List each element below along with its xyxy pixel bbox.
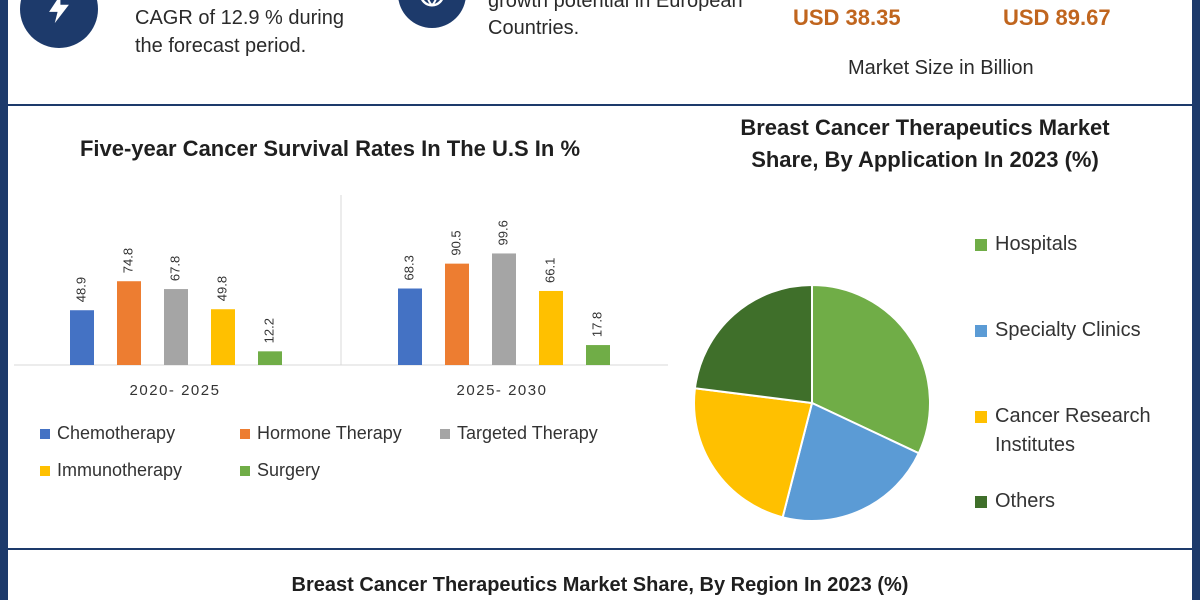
bar-surgery-1 <box>258 351 282 365</box>
legend-swatch-hormone-therapy <box>240 428 250 439</box>
legend-item-hormone-therapy: Hormone Therapy <box>240 423 402 444</box>
left-frame-border <box>0 0 8 600</box>
cagr-text: CAGR of 12.9 % during <box>135 7 344 29</box>
region-share-title: Breast Cancer Therapeutics Market Share,… <box>291 574 909 596</box>
legend-label-surgery: Surgery <box>257 460 321 480</box>
bar-targeted-therapy-2 <box>492 253 516 365</box>
bar-data-label: 67.8 <box>167 256 182 281</box>
pie-chart-title: Breast Cancer Therapeutics Market Share,… <box>740 115 1110 172</box>
bar-data-label: 66.1 <box>542 258 557 283</box>
pie-legend-specialty-clinics: Specialty Clinics <box>975 316 1141 345</box>
header-divider <box>8 104 1192 106</box>
pie-label-cancer-research: Cancer Research Institutes <box>995 405 1151 456</box>
usd-end-value: USD 89.67 <box>1003 5 1111 30</box>
legend-swatch-immunotherapy <box>40 465 50 476</box>
pie-swatch-cancer-research <box>975 411 987 423</box>
bar-data-label: 68.3 <box>401 255 416 280</box>
bar-hormone-therapy-1 <box>117 281 141 365</box>
pie-slice-hospitals <box>811 283 931 455</box>
legend-swatch-chemotherapy <box>40 428 50 439</box>
pie-label-others: Others <box>995 490 1056 512</box>
legend-swatch-surgery <box>240 465 250 476</box>
market-size-caption: Market Size in Billion <box>848 57 1034 79</box>
usd-start-value: USD 38.35 <box>793 5 901 30</box>
bar-data-label: 74.8 <box>120 248 135 273</box>
growth-text-line1: growth potential in European <box>488 0 743 12</box>
legend-label-chemotherapy: Chemotherapy <box>57 423 176 443</box>
bar-data-label: 48.9 <box>73 277 88 302</box>
legend-item-surgery: Surgery <box>240 460 320 481</box>
pie-swatch-hospitals <box>975 239 987 251</box>
globe-icon <box>398 0 466 28</box>
category-label: 2025- 2030 <box>457 382 548 399</box>
bar-targeted-therapy-1 <box>164 289 188 365</box>
bar-surgery-2 <box>586 345 610 365</box>
bar-chemotherapy-2 <box>398 288 422 365</box>
growth-text-line2: Countries. <box>488 17 580 39</box>
legend-label-immunotherapy: Immunotherapy <box>57 460 183 480</box>
pie-label-specialty-clinics: Specialty Clinics <box>995 319 1141 341</box>
pie-swatch-others <box>975 496 987 508</box>
legend-item-immunotherapy: Immunotherapy <box>40 460 182 481</box>
legend-label-hormone-therapy: Hormone Therapy <box>257 423 402 443</box>
bar-hormone-therapy-2 <box>445 263 469 365</box>
pie-legend-cancer-research: Cancer Research Institutes <box>975 402 1175 460</box>
legend-item-chemotherapy: Chemotherapy <box>40 423 175 444</box>
pie-slice-specialty-clinics <box>781 401 921 522</box>
pie-chart <box>693 283 931 522</box>
bar-data-label: 12.2 <box>261 318 276 343</box>
bar-data-label: 17.8 <box>589 312 604 337</box>
bar-data-label: 90.5 <box>448 230 463 255</box>
legend-label-targeted-therapy: Targeted Therapy <box>457 423 598 443</box>
bar-chart-title: Five-year Cancer Survival Rates In The U… <box>79 136 581 161</box>
bar-data-label: 99.6 <box>495 220 510 245</box>
pie-slice-others <box>693 283 813 405</box>
footer-divider <box>8 548 1192 550</box>
legend-item-targeted-therapy: Targeted Therapy <box>440 423 598 444</box>
bar-immunotherapy-2 <box>539 290 563 365</box>
legend-swatch-targeted-therapy <box>440 428 450 439</box>
bar-immunotherapy-1 <box>211 309 235 365</box>
bar-data-label: 49.8 <box>214 276 229 301</box>
category-label: 2020- 2025 <box>130 382 221 399</box>
bar-chemotherapy-1 <box>70 310 94 365</box>
lightning-icon <box>20 0 98 48</box>
pie-label-hospitals: Hospitals <box>995 233 1078 255</box>
pie-slice-cancer-research-institutes <box>693 387 814 519</box>
forecast-text: the forecast period. <box>135 35 307 57</box>
right-frame-border <box>1192 0 1200 600</box>
bar-chart: 48.9 74.8 67.8 49.8 12.2 2020- 2025 68.3 90.5 99… <box>14 195 668 399</box>
pie-legend-hospitals: Hospitals <box>975 230 1077 259</box>
pie-swatch-specialty-clinics <box>975 325 987 337</box>
pie-legend-others: Others <box>975 487 1055 516</box>
